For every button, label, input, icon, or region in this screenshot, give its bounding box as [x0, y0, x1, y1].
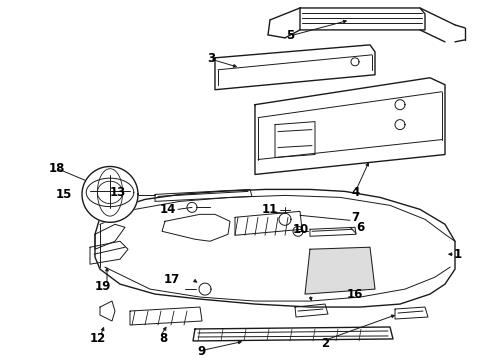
Polygon shape: [235, 211, 302, 235]
Text: 7: 7: [351, 211, 359, 224]
Polygon shape: [86, 178, 134, 207]
Text: 4: 4: [352, 186, 360, 199]
Polygon shape: [100, 301, 115, 321]
Text: 15: 15: [56, 188, 72, 201]
Polygon shape: [395, 307, 428, 319]
Text: 14: 14: [160, 203, 176, 216]
Polygon shape: [90, 241, 128, 264]
Text: 13: 13: [110, 186, 126, 199]
Text: 19: 19: [95, 280, 111, 293]
Polygon shape: [162, 214, 230, 241]
Text: 1: 1: [454, 248, 462, 261]
Polygon shape: [95, 224, 125, 249]
Text: 2: 2: [321, 337, 329, 350]
Polygon shape: [193, 327, 393, 341]
Text: 11: 11: [262, 203, 278, 216]
Text: 6: 6: [356, 221, 364, 234]
Polygon shape: [305, 247, 375, 294]
Polygon shape: [275, 122, 315, 158]
Text: 8: 8: [159, 332, 167, 346]
Polygon shape: [95, 189, 455, 307]
Text: 5: 5: [286, 30, 294, 42]
Text: 17: 17: [164, 273, 180, 285]
Text: 10: 10: [293, 223, 309, 236]
Polygon shape: [130, 307, 202, 325]
Polygon shape: [215, 45, 375, 90]
Polygon shape: [155, 189, 252, 201]
Polygon shape: [310, 227, 356, 236]
Text: 9: 9: [197, 345, 205, 359]
Polygon shape: [255, 78, 445, 175]
Polygon shape: [300, 8, 425, 30]
Polygon shape: [82, 166, 138, 222]
Polygon shape: [295, 304, 328, 317]
Text: 18: 18: [49, 162, 65, 175]
Text: 12: 12: [90, 332, 106, 346]
Text: 16: 16: [347, 288, 363, 301]
Text: 3: 3: [207, 52, 215, 65]
